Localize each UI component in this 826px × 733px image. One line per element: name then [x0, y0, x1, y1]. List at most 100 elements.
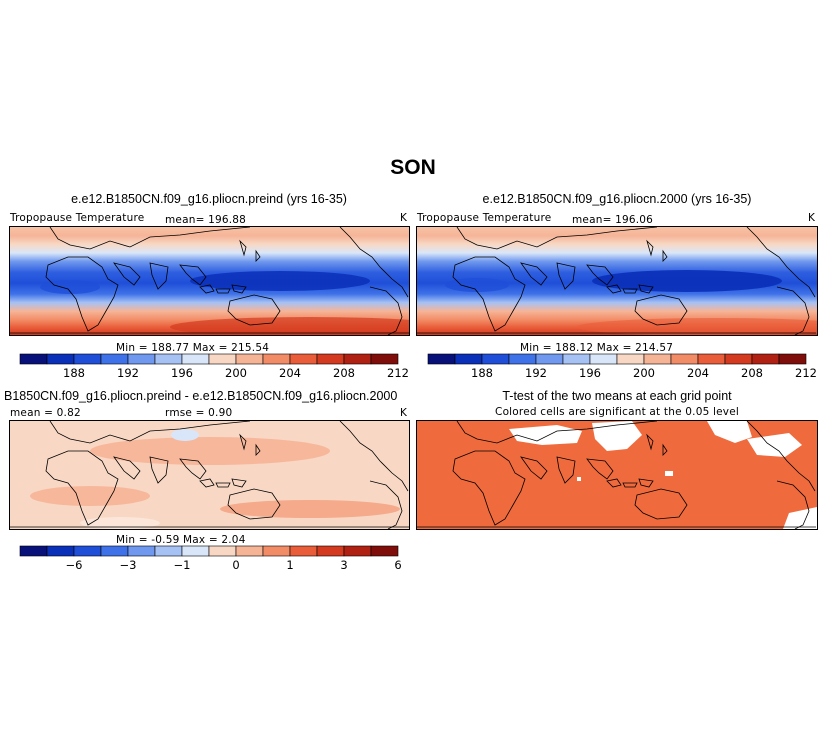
panel-2-cold-core — [592, 270, 782, 292]
panel-2-colorbar-box — [724, 353, 753, 365]
panel-1-colorbar-box — [208, 353, 237, 365]
panel-3-colorbar-box — [181, 545, 210, 557]
panel-4-nonsig-cell-1 — [665, 471, 673, 476]
coastline-segment — [646, 433, 668, 456]
coastline-segment — [239, 239, 261, 262]
panel-3-map-svg — [10, 421, 409, 529]
panel-1-colorbar-tick-label: 208 — [333, 366, 355, 380]
panel-2-colorbar-box — [697, 353, 726, 365]
coastline-segment — [746, 227, 816, 298]
panel-2-colorbar-box — [778, 353, 807, 365]
panel-4-coastlines — [417, 421, 816, 529]
season-title: SON — [390, 156, 436, 179]
coastline-segment — [520, 262, 576, 290]
panel-1-units: K — [400, 212, 408, 224]
panel-3-colorbar: −6 −3 −1 0 1 3 6 — [19, 545, 402, 576]
coastline-segment — [179, 458, 207, 480]
panel-1-colorbar-tick-label: 212 — [387, 366, 409, 380]
panel-3-neutral-patch — [80, 517, 160, 529]
coastline-segment — [227, 488, 281, 520]
coastline-segment — [369, 480, 403, 529]
panel-1-cold-core — [190, 271, 370, 291]
panel-3-colorbar-box — [208, 545, 237, 557]
panel-4-nonsig-area-2 — [592, 421, 642, 451]
coastline-segment — [606, 284, 654, 294]
panel-3-coastlines — [10, 421, 409, 529]
panel-2-warm-south — [577, 318, 817, 335]
panel-3-minmax: Min = -0.59 Max = 2.04 — [116, 534, 246, 546]
panel-3-colorbar-tick-label: 6 — [394, 558, 401, 572]
coastline-segment — [520, 456, 576, 484]
coastline-segment — [113, 262, 169, 290]
panel-2-colorbar-tick-label: 196 — [579, 366, 601, 380]
panel-3-colorbar-tick-label: 1 — [286, 558, 293, 572]
coastline-segment — [45, 450, 119, 526]
coastline-segment — [586, 458, 614, 480]
panel-2-colorbar-box — [670, 353, 699, 365]
panel-1-colorbar-box — [19, 353, 48, 365]
panel-1-colorbar-box — [289, 353, 318, 365]
panel-3-colorbar-box — [370, 545, 399, 557]
panel-4-nonsig-cell-2 — [577, 477, 581, 481]
coastline-segment — [586, 264, 614, 286]
panel-3-warm-band-north — [90, 437, 330, 465]
panel-2-colorbar-box — [508, 353, 537, 365]
panel-4-map — [416, 420, 818, 530]
panel-3-title: B1850CN.f09_g16.pliocn.preind - e.e12.B1… — [4, 389, 398, 403]
panel-1-colorbar-tick-label: 196 — [171, 366, 193, 380]
panel-2-map — [416, 226, 818, 336]
panel-1-colorbar-box — [316, 353, 345, 365]
coastline-segment — [199, 478, 247, 488]
panel-1-colorbar-box — [100, 353, 129, 365]
panel-3-rmse: rmse = 0.90 — [165, 407, 233, 419]
panel-2-colorbar-svg: 188 192 196 200 204 208 212 — [427, 353, 817, 380]
panel-2-variable-label: Tropopause Temperature — [417, 212, 552, 224]
panel-2-colorbar-tick-label: 200 — [633, 366, 655, 380]
coastline-segment — [776, 286, 810, 335]
panel-2-colorbar-tick-label: 188 — [471, 366, 493, 380]
panel-1-colorbar-svg: 188 192 196 200 204 208 212 — [19, 353, 409, 380]
coastline-segment — [776, 480, 810, 529]
panel-2-colorbar-tick-label: 192 — [525, 366, 547, 380]
panel-2-coastlines — [417, 227, 816, 335]
coastline-segment — [456, 421, 658, 444]
panel-1-colorbar-box — [262, 353, 291, 365]
panel-3-colorbar-box — [289, 545, 318, 557]
panel-3-colorbar-tick-label: −1 — [174, 558, 191, 572]
panel-4-nonsig-area-4 — [747, 433, 802, 457]
panel-3-colorbar-box — [235, 545, 264, 557]
coastline-segment — [634, 488, 688, 520]
panel-3-colorbar-svg: −6 −3 −1 0 1 3 6 — [19, 545, 402, 572]
panel-1-colorbar-box — [370, 353, 399, 365]
panel-2-colorbar-tick-label: 212 — [795, 366, 817, 380]
coastline-segment — [49, 227, 251, 250]
coastline-segment — [452, 256, 526, 332]
panel-1-colorbar-tick-label: 200 — [225, 366, 247, 380]
panel-2-cold-core-west — [445, 278, 509, 292]
coastline-segment — [227, 294, 281, 326]
coastline-segment — [113, 456, 169, 484]
panel-3-colorbar-box — [154, 545, 183, 557]
panel-3-warm-band-south — [220, 500, 400, 518]
panel-3-colorbar-box — [262, 545, 291, 557]
panel-4-nonsig-area-1 — [509, 425, 582, 445]
panel-3-colorbar-box — [73, 545, 102, 557]
panel-1-warm-south — [170, 317, 409, 335]
panel-1-colorbar-box — [127, 353, 156, 365]
coastline-segment — [49, 421, 251, 444]
panel-1-colorbar-box — [235, 353, 264, 365]
coastline-segment — [199, 284, 247, 294]
panel-3-cool-patch — [171, 429, 199, 441]
panel-3-colorbar-box — [127, 545, 156, 557]
panel-1-title: e.e12.B1850CN.f09_g16.pliocn.preind (yrs… — [71, 192, 347, 206]
coastline-segment — [45, 256, 119, 332]
panel-2-colorbar-box — [535, 353, 564, 365]
panel-2-colorbar-box — [616, 353, 645, 365]
panel-3-colorbar-box — [19, 545, 48, 557]
panel-1-coastlines — [10, 227, 409, 335]
panel-3-colorbar-box — [343, 545, 372, 557]
panel-1-cold-core-west — [40, 280, 100, 294]
panel-2-colorbar-box — [589, 353, 618, 365]
panel-4-subtitle: Colored cells are significant at the 0.0… — [495, 406, 739, 418]
coastline-segment — [339, 421, 409, 492]
